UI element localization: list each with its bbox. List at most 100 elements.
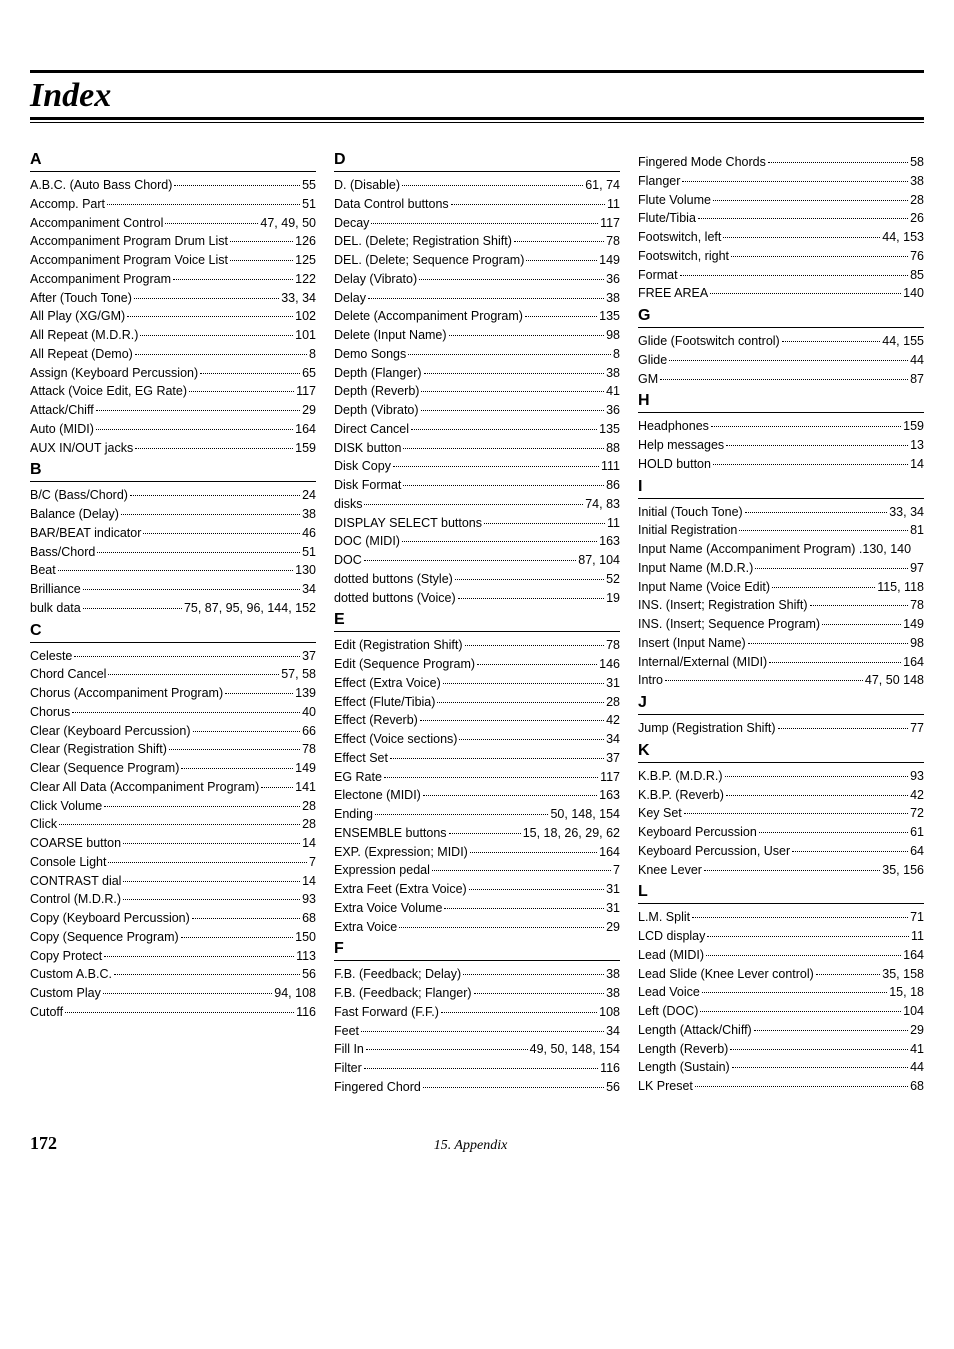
index-entry: Flute/Tibia26 bbox=[638, 209, 924, 228]
entry-label: Glide (Footswitch control) bbox=[638, 332, 780, 351]
entry-label: Lead (MIDI) bbox=[638, 946, 704, 965]
index-entry: Assign (Keyboard Percussion)65 bbox=[30, 364, 316, 383]
entry-label: Left (DOC) bbox=[638, 1002, 698, 1021]
entry-leader-dots bbox=[225, 693, 293, 694]
entry-leader-dots bbox=[114, 974, 300, 975]
entry-label: Console Light bbox=[30, 853, 106, 872]
entry-leader-dots bbox=[704, 870, 880, 871]
entry-label: Edit (Sequence Program) bbox=[334, 655, 475, 674]
entry-leader-dots bbox=[108, 862, 307, 863]
entry-pages: 11 bbox=[607, 514, 620, 533]
entry-pages: 98 bbox=[606, 326, 620, 345]
entry-label: Jump (Registration Shift) bbox=[638, 719, 776, 738]
entry-leader-dots bbox=[135, 354, 307, 355]
entry-label: Format bbox=[638, 266, 678, 285]
entry-label: L.M. Split bbox=[638, 908, 690, 927]
entry-label: Flute Volume bbox=[638, 191, 711, 210]
entry-pages: 122 bbox=[295, 270, 316, 289]
entry-label: ENSEMBLE buttons bbox=[334, 824, 447, 843]
entry-pages: 11 bbox=[911, 927, 924, 946]
entry-label: Input Name (Voice Edit) bbox=[638, 578, 770, 597]
entry-leader-dots bbox=[684, 813, 908, 814]
entry-pages: 98 bbox=[910, 634, 924, 653]
index-entry: Effect Set37 bbox=[334, 749, 620, 768]
entry-label: Beat bbox=[30, 561, 56, 580]
entry-label: Accompaniment Program bbox=[30, 270, 171, 289]
entry-leader-dots bbox=[399, 927, 604, 928]
entry-label: DOC (MIDI) bbox=[334, 532, 400, 551]
entry-leader-dots bbox=[449, 335, 605, 336]
index-entry: Format85 bbox=[638, 266, 924, 285]
entry-label: Clear (Sequence Program) bbox=[30, 759, 179, 778]
entry-leader-dots bbox=[526, 260, 597, 261]
entry-leader-dots bbox=[135, 448, 293, 449]
entry-pages: 68 bbox=[910, 1077, 924, 1096]
entry-leader-dots bbox=[778, 728, 909, 729]
entry-pages: 74, 83 bbox=[585, 495, 620, 514]
entry-leader-dots bbox=[104, 806, 300, 807]
entry-pages: 93 bbox=[302, 890, 316, 909]
entry-pages: 44, 153 bbox=[882, 228, 924, 247]
index-entry: Chorus (Accompaniment Program)139 bbox=[30, 684, 316, 703]
entry-pages: 149 bbox=[295, 759, 316, 778]
entry-label: All Repeat (Demo) bbox=[30, 345, 133, 364]
entry-leader-dots bbox=[759, 832, 908, 833]
entry-label: Delete (Accompaniment Program) bbox=[334, 307, 523, 326]
entry-leader-dots bbox=[83, 608, 182, 609]
entry-leader-dots bbox=[469, 889, 604, 890]
entry-leader-dots bbox=[58, 570, 293, 571]
entry-label: K.B.P. (Reverb) bbox=[638, 786, 724, 805]
index-entry: Click28 bbox=[30, 815, 316, 834]
index-entry: Length (Sustain)44 bbox=[638, 1058, 924, 1077]
index-entry: F.B. (Feedback; Flanger)38 bbox=[334, 984, 620, 1003]
entry-leader-dots bbox=[108, 674, 279, 675]
entry-label: After (Touch Tone) bbox=[30, 289, 132, 308]
index-entry: Knee Lever35, 156 bbox=[638, 861, 924, 880]
entry-leader-dots bbox=[710, 293, 901, 294]
entry-leader-dots bbox=[822, 624, 901, 625]
index-entry: HOLD button14 bbox=[638, 455, 924, 474]
entry-leader-dots bbox=[419, 279, 604, 280]
entry-label: Filter bbox=[334, 1059, 362, 1078]
entry-label: Decay bbox=[334, 214, 369, 233]
entry-label: Footswitch, left bbox=[638, 228, 721, 247]
entry-leader-dots bbox=[364, 560, 577, 561]
entry-label: Footswitch, right bbox=[638, 247, 729, 266]
entry-pages: 86 bbox=[606, 476, 620, 495]
entry-leader-dots bbox=[455, 579, 604, 580]
index-entry: Accompaniment Program Voice List125 bbox=[30, 251, 316, 270]
index-entry: GM87 bbox=[638, 370, 924, 389]
entry-pages: 38 bbox=[606, 364, 620, 383]
entry-pages: 34 bbox=[606, 730, 620, 749]
index-entry: Effect (Flute/Tibia)28 bbox=[334, 693, 620, 712]
entry-leader-dots bbox=[393, 466, 599, 467]
entry-pages: 78 bbox=[606, 232, 620, 251]
entry-pages: 104 bbox=[903, 1002, 924, 1021]
section-heading: C bbox=[30, 622, 316, 643]
section-heading: G bbox=[638, 307, 924, 328]
entry-leader-dots bbox=[403, 485, 604, 486]
entry-pages: 159 bbox=[903, 417, 924, 436]
entry-label: Effect (Extra Voice) bbox=[334, 674, 441, 693]
entry-leader-dots bbox=[390, 758, 604, 759]
index-entry: Balance (Delay)38 bbox=[30, 505, 316, 524]
index-entry: INS. (Insert; Sequence Program)149 bbox=[638, 615, 924, 634]
page-footer: 172 15. Appendix bbox=[30, 1133, 924, 1154]
entry-leader-dots bbox=[97, 552, 300, 553]
index-entry: Input Name (Accompaniment Program) .130,… bbox=[638, 540, 924, 559]
index-entry: Effect (Extra Voice) 31 bbox=[334, 674, 620, 693]
index-entry: All Repeat (Demo)8 bbox=[30, 345, 316, 364]
index-entry: Auto (MIDI)164 bbox=[30, 420, 316, 439]
entry-pages: 97 bbox=[910, 559, 924, 578]
index-entry: DISK button88 bbox=[334, 439, 620, 458]
entry-pages: 44 bbox=[910, 351, 924, 370]
index-entry: F.B. (Feedback; Delay)38 bbox=[334, 965, 620, 984]
entry-label: Edit (Registration Shift) bbox=[334, 636, 463, 655]
entry-pages: 31 bbox=[606, 674, 620, 693]
index-entry: Data Control buttons11 bbox=[334, 195, 620, 214]
entry-label: Clear (Keyboard Percussion) bbox=[30, 722, 191, 741]
entry-pages: 65 bbox=[302, 364, 316, 383]
entry-pages: 35, 156 bbox=[882, 861, 924, 880]
entry-pages: 76 bbox=[910, 247, 924, 266]
entry-leader-dots bbox=[660, 379, 908, 380]
